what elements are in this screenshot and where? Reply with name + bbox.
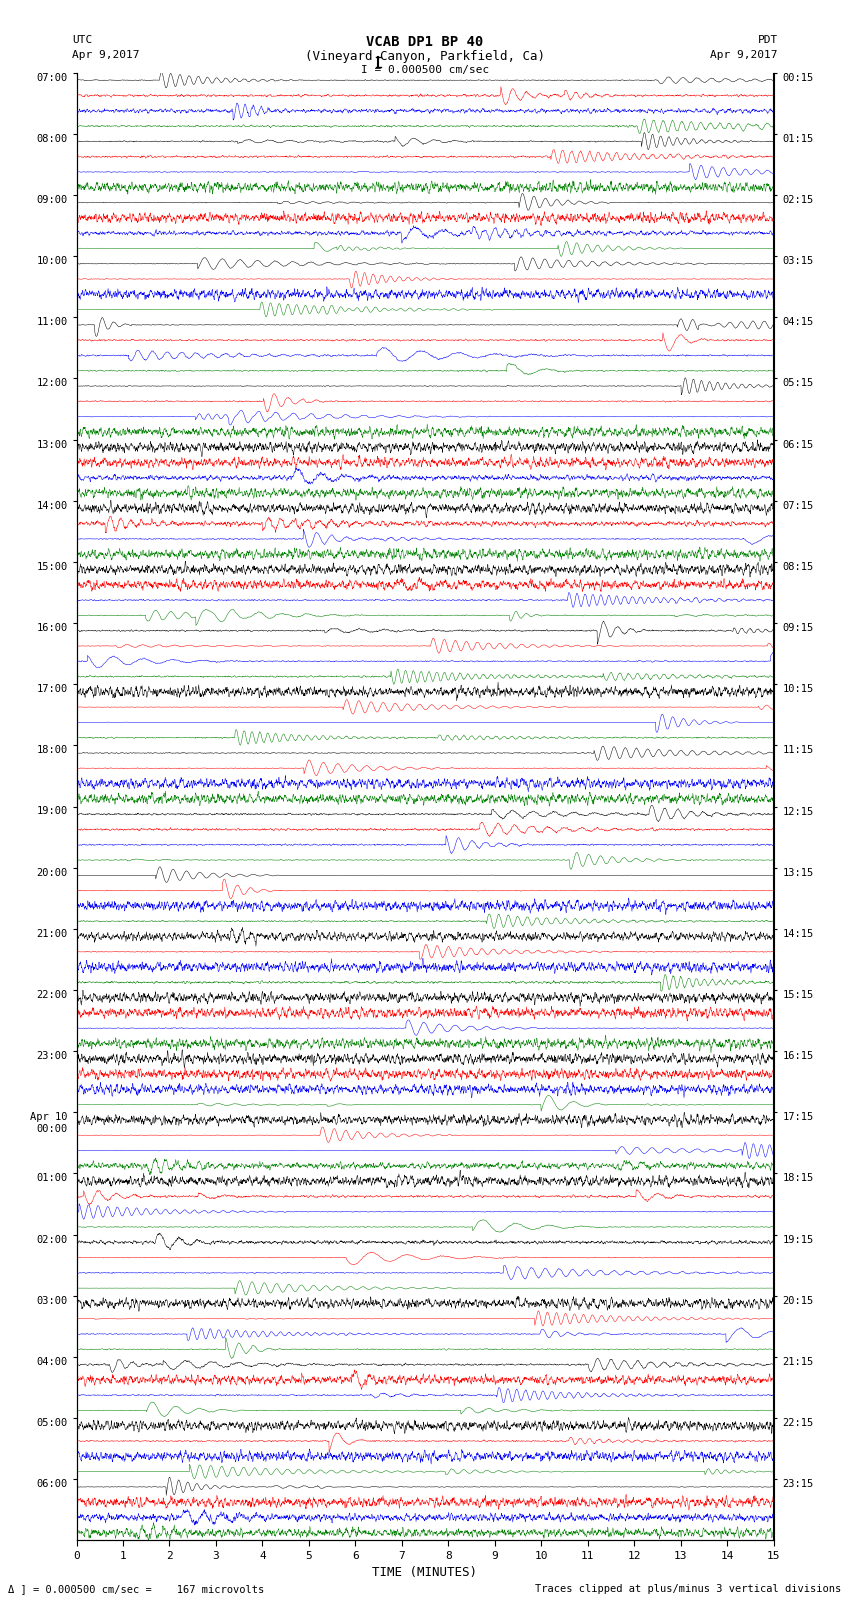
X-axis label: TIME (MINUTES): TIME (MINUTES) (372, 1566, 478, 1579)
Text: UTC: UTC (72, 35, 93, 45)
Text: Apr 9,2017: Apr 9,2017 (711, 50, 778, 60)
Text: Δ ] = 0.000500 cm/sec =    167 microvolts: Δ ] = 0.000500 cm/sec = 167 microvolts (8, 1584, 264, 1594)
Text: Traces clipped at plus/minus 3 vertical divisions: Traces clipped at plus/minus 3 vertical … (536, 1584, 842, 1594)
Text: I = 0.000500 cm/sec: I = 0.000500 cm/sec (361, 65, 489, 74)
Text: PDT: PDT (757, 35, 778, 45)
Text: Apr 9,2017: Apr 9,2017 (72, 50, 139, 60)
Text: VCAB DP1 BP 40: VCAB DP1 BP 40 (366, 35, 484, 50)
Text: (Vineyard Canyon, Parkfield, Ca): (Vineyard Canyon, Parkfield, Ca) (305, 50, 545, 63)
